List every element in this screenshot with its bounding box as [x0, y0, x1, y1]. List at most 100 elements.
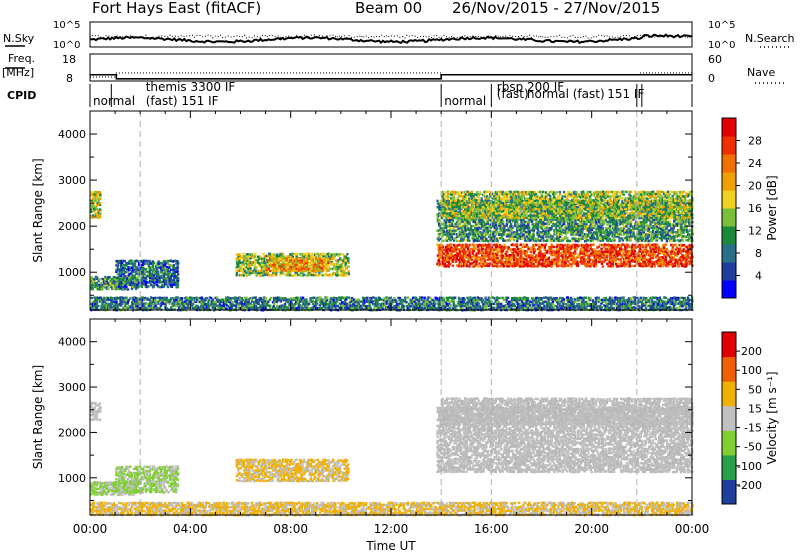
echo-cell — [344, 260, 346, 262]
echo-cell — [130, 260, 132, 262]
echo-cell — [242, 261, 244, 263]
echo-cell — [513, 254, 515, 256]
echo-cell — [550, 265, 552, 267]
echo-cell — [663, 225, 665, 227]
echo-cell — [254, 253, 256, 255]
echo-cell — [96, 202, 98, 204]
echo-cell — [656, 238, 658, 240]
echo-cell — [499, 225, 501, 227]
echo-cell — [681, 263, 683, 265]
echo-cell — [254, 256, 256, 258]
echo-cell — [158, 263, 160, 265]
echo-cell — [629, 263, 631, 265]
echo-cell — [522, 246, 524, 248]
nave-label: Nave — [747, 66, 775, 79]
echo-cell — [559, 259, 561, 261]
echo-cell — [271, 270, 273, 272]
echo-cell — [176, 260, 178, 262]
echo-cell — [262, 253, 264, 255]
echo-cell — [455, 261, 457, 263]
echo-cell — [570, 263, 572, 265]
echo-cell — [466, 244, 468, 246]
echo-cell — [632, 227, 634, 229]
echo-cell — [634, 250, 636, 252]
echo-cell — [626, 246, 628, 248]
echo-cell — [331, 258, 333, 260]
echo-cell — [468, 265, 470, 267]
echo-cell — [120, 264, 122, 266]
echo-cell — [299, 274, 301, 276]
echo-cell — [290, 270, 292, 272]
echo-cell — [665, 234, 667, 236]
echo-cell — [334, 255, 336, 257]
echo-cell — [534, 249, 536, 251]
echo-cell — [478, 248, 480, 250]
nsky-tick-bottom: 10^0 — [53, 40, 80, 51]
echo-cell — [153, 284, 155, 286]
freq-panel: Freq. [MHz] 18 8 60 0 Nave — [2, 52, 785, 85]
echo-cell — [287, 263, 289, 265]
echo-cell — [177, 286, 179, 288]
echo-cell — [626, 263, 628, 265]
echo-cell — [672, 265, 674, 267]
echo-cell — [157, 273, 159, 275]
echo-cell — [100, 282, 102, 284]
echo-cell — [606, 223, 608, 225]
echo-cell — [327, 262, 329, 264]
echo-cell — [551, 225, 553, 227]
echo-cell — [477, 265, 479, 267]
echo-cell — [565, 254, 567, 256]
echo-cell — [177, 277, 179, 279]
nsky-trace — [90, 35, 692, 43]
echo-cell — [592, 221, 594, 223]
echo-cell — [516, 246, 518, 248]
echo-cell — [240, 265, 242, 267]
echo-cell — [550, 248, 552, 250]
echo-cell — [651, 265, 653, 267]
echo-cell — [563, 221, 565, 223]
echo-cell — [546, 252, 548, 254]
echo-cell — [652, 257, 654, 259]
echo-cell — [121, 271, 123, 273]
echo-cell — [646, 250, 648, 252]
echo-cell — [510, 257, 512, 259]
echo-cell — [589, 265, 591, 267]
echo-cell — [254, 262, 256, 264]
echo-cell — [141, 280, 143, 282]
echo-cell — [137, 279, 139, 281]
echo-cell — [677, 253, 679, 255]
echo-cell — [247, 268, 249, 270]
echo-cell — [557, 262, 559, 264]
echo-cell — [260, 255, 262, 257]
echo-cell — [449, 263, 451, 265]
echo-cell — [560, 231, 562, 233]
echo-cell — [542, 235, 544, 237]
echo-cell — [149, 266, 151, 268]
echo-cell — [469, 233, 471, 235]
echo-cell — [484, 262, 486, 264]
echo-cell — [143, 263, 145, 265]
echo-cell — [277, 270, 279, 272]
echo-cell — [176, 265, 178, 267]
echo-cell — [122, 277, 124, 279]
echo-cell — [448, 265, 450, 267]
echo-cell — [516, 243, 518, 245]
freq-label: Freq. — [8, 52, 35, 65]
echo-cell — [133, 279, 135, 281]
echo-cell — [282, 253, 284, 255]
echo-cell — [344, 275, 346, 277]
echo-cell — [306, 260, 308, 262]
echo-cell — [327, 258, 329, 260]
echo-cell — [606, 237, 608, 239]
echo-cell — [674, 252, 676, 254]
echo-cell — [236, 274, 238, 276]
echo-cell — [528, 227, 530, 229]
echo-cell — [575, 248, 577, 250]
echo-cell — [484, 259, 486, 261]
echo-cell — [153, 262, 155, 264]
echo-cell — [506, 250, 508, 252]
echo-cell — [560, 233, 562, 235]
echo-cell — [564, 261, 566, 263]
echo-cell — [606, 248, 608, 250]
